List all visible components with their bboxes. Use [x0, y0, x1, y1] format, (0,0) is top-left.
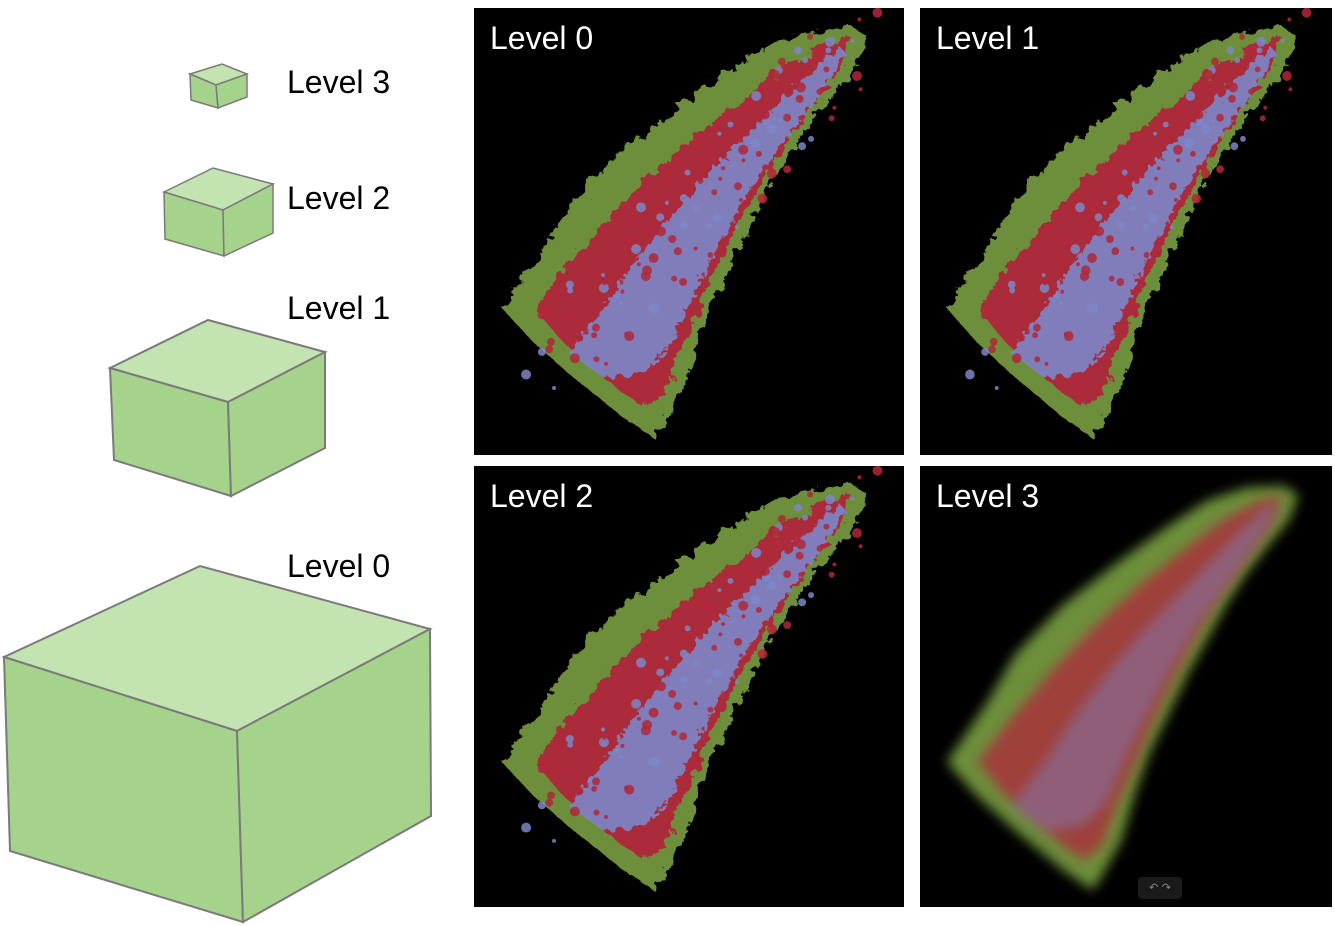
panel-label-level-2: Level 2	[490, 478, 594, 514]
isosurface-core-layer	[1011, 503, 1277, 832]
cube-label-level-2: Level 2	[287, 180, 391, 216]
cube-level-3	[187, 63, 250, 110]
panel-label-level-1: Level 1	[936, 20, 1040, 56]
cube-label-level-1: Level 1	[287, 290, 391, 326]
panel-label-level-3: Level 3	[936, 478, 1040, 514]
isosurface-render	[946, 8, 1312, 438]
cube-label-level-0: Level 0	[287, 548, 391, 584]
isosurface-render	[946, 485, 1299, 891]
isosurface-render	[502, 466, 883, 891]
render-panel-level-3: Level 3 ↶ ↷	[920, 466, 1332, 907]
cube-level-0	[1, 564, 433, 924]
viewer-rotate-control[interactable]: ↶ ↷	[1138, 877, 1182, 899]
isosurface-render	[502, 8, 883, 438]
panel-label-level-0: Level 0	[490, 20, 594, 56]
cube-label-level-3: Level 3	[287, 64, 391, 100]
cube-level-1	[107, 318, 328, 498]
render-panel-level-2: Level 2	[474, 466, 904, 907]
render-panel-level-1: Level 1	[920, 8, 1332, 455]
render-panel-level-0: Level 0	[474, 8, 904, 455]
cube-level-2	[161, 167, 276, 258]
